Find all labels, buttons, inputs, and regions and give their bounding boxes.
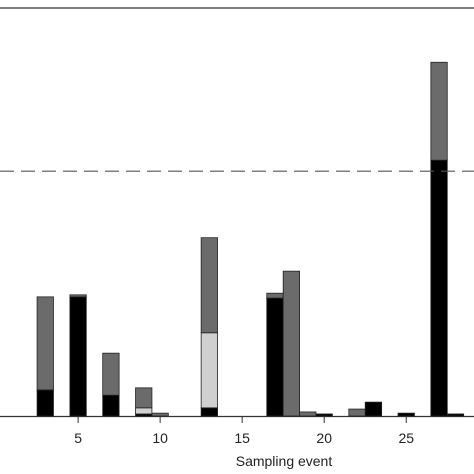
bar-segment [102, 352, 120, 396]
bar-segment [151, 412, 169, 417]
bar-segment [282, 270, 300, 417]
x-tick-label: 10 [152, 430, 168, 446]
bar-segment [364, 401, 383, 417]
bar-segment [266, 292, 284, 299]
bar-segment [135, 387, 153, 409]
x-tick-label: 15 [234, 430, 250, 446]
bar-segment [299, 411, 317, 417]
bar-segment [397, 412, 415, 417]
bar-segment [69, 296, 87, 417]
bar-segment [135, 407, 153, 415]
bar-segment [36, 296, 54, 391]
bar-segment [446, 413, 465, 417]
x-tick-label: 20 [316, 430, 332, 446]
bar-segment [266, 297, 284, 417]
x-tick-label: 5 [74, 430, 82, 446]
bar-segment [348, 408, 366, 417]
bar-segment [315, 413, 333, 417]
bar-segment [200, 237, 218, 334]
x-axis-label: Sampling event [236, 453, 333, 469]
x-tick-label: 25 [398, 430, 414, 446]
bar-segment [430, 159, 448, 417]
bar-segment [69, 294, 87, 298]
bar-segment [200, 332, 218, 409]
bar-segment [430, 61, 448, 161]
bar-segment [200, 407, 218, 417]
bar-segment [36, 389, 54, 417]
bar-segment [102, 394, 120, 417]
